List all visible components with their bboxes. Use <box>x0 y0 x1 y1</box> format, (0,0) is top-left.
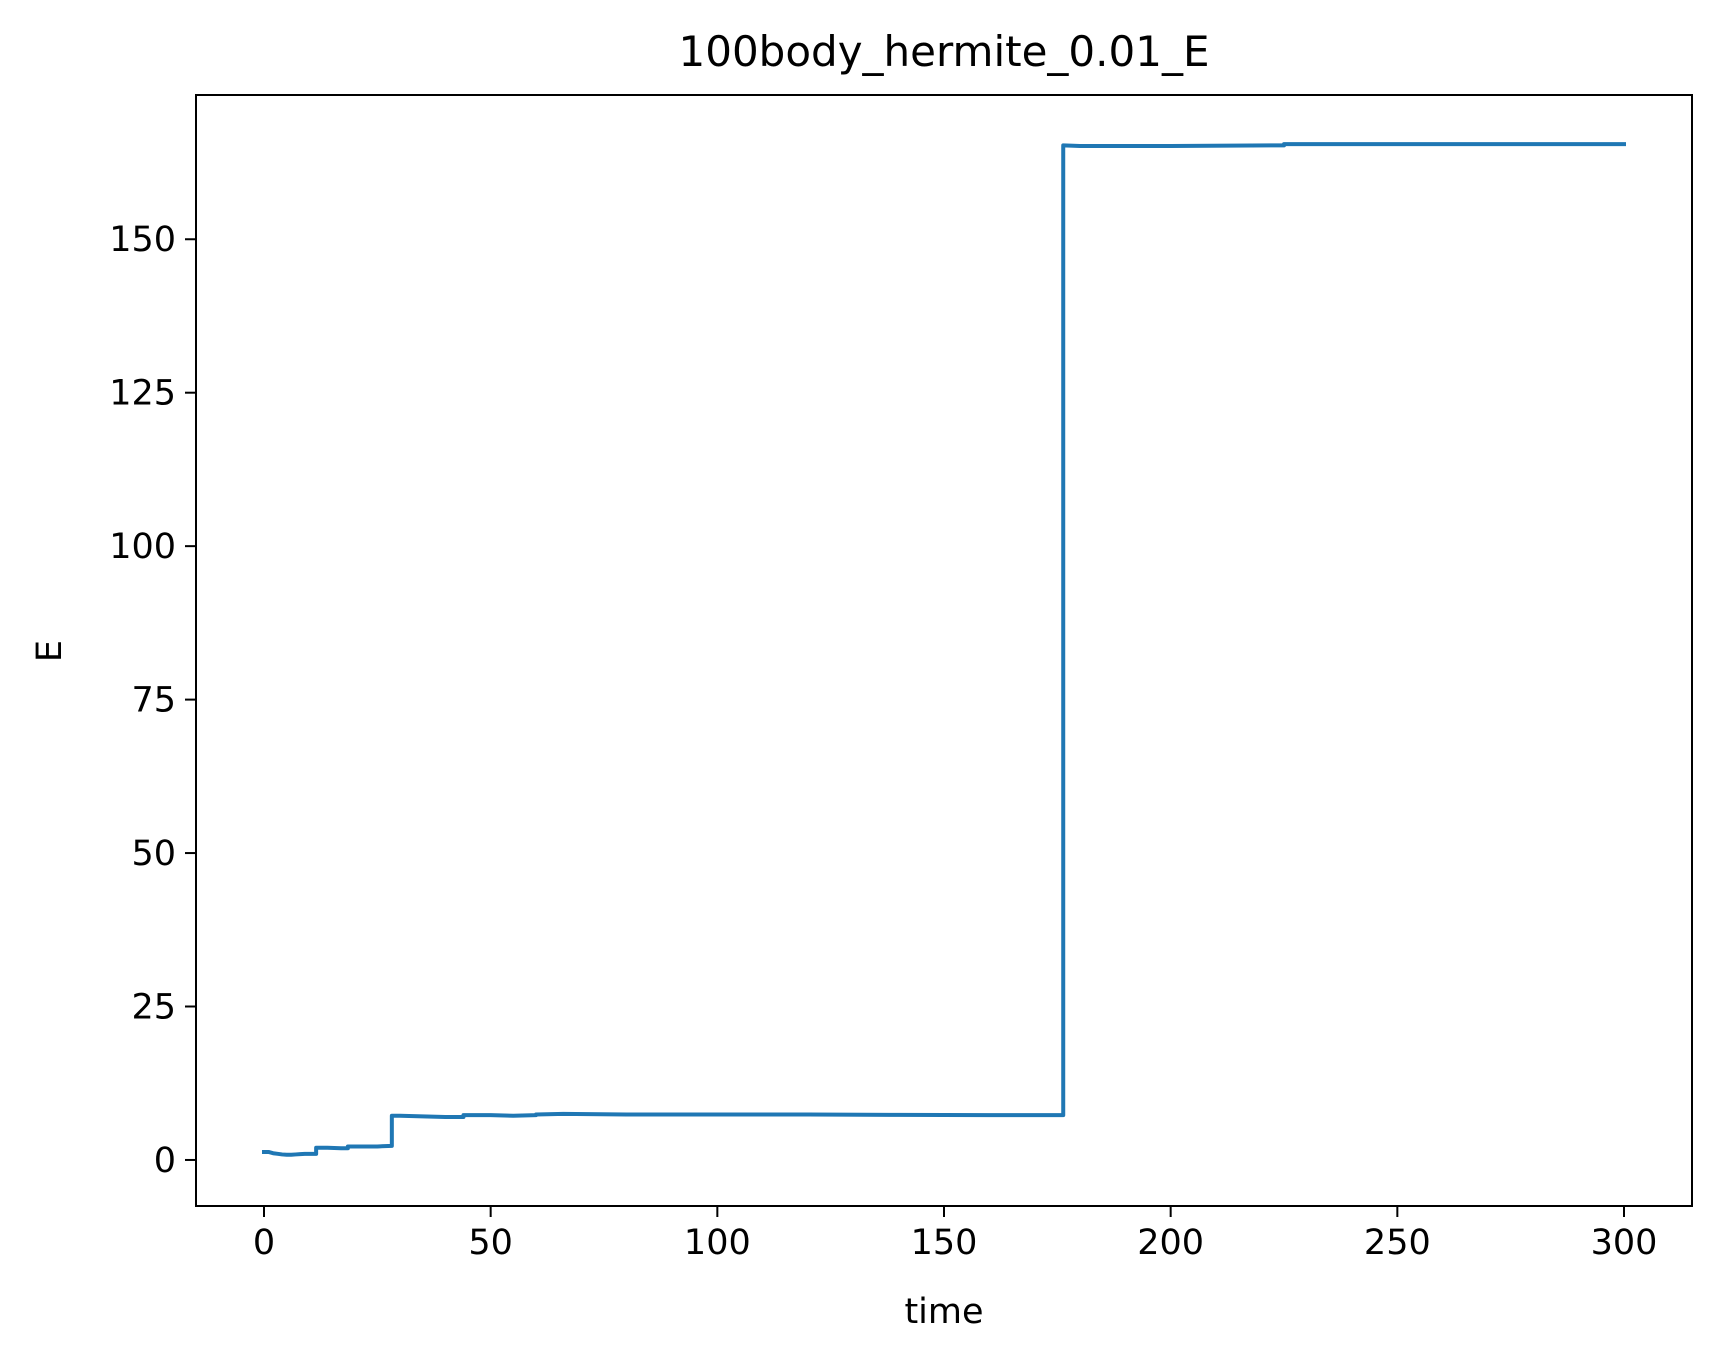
y-axis-ticks: 0 25 50 75 100 125 150 <box>109 220 196 1181</box>
plot-layer <box>262 142 1626 1157</box>
y-axis-label: E <box>30 640 70 662</box>
y-tick-label: 75 <box>131 681 176 721</box>
x-tick-label: 0 <box>253 1223 275 1263</box>
y-tick-label: 125 <box>109 374 176 414</box>
y-tick-label: 25 <box>131 988 176 1028</box>
x-tick-label: 150 <box>911 1223 978 1263</box>
x-tick-label: 100 <box>684 1223 751 1263</box>
x-axis-label: time <box>904 1292 983 1332</box>
series-line-0 <box>262 142 1626 1157</box>
y-tick-label: 50 <box>131 834 176 874</box>
y-tick-label: 100 <box>109 527 176 567</box>
x-tick-label: 300 <box>1591 1223 1658 1263</box>
chart-title: 100body_hermite_0.01_E <box>679 27 1210 76</box>
x-tick-label: 50 <box>468 1223 513 1263</box>
x-tick-label: 200 <box>1137 1223 1204 1263</box>
y-tick-label: 150 <box>109 220 176 260</box>
x-axis-ticks: 0 50 100 150 200 250 300 <box>253 1206 1658 1263</box>
axes-frame <box>195 94 1693 1207</box>
y-tick-label: 0 <box>154 1141 176 1181</box>
x-tick-label: 250 <box>1364 1223 1431 1263</box>
